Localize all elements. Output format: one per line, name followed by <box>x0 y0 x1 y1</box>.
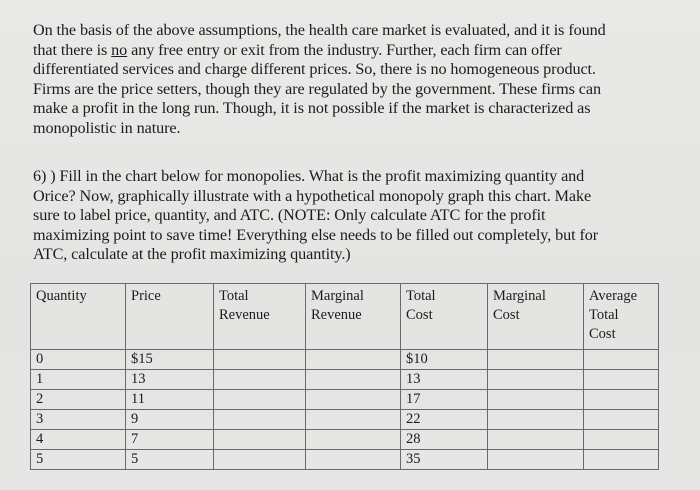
column-header: Average Total Cost <box>583 283 659 350</box>
text-line: that there is no any free entry or exit … <box>33 41 693 61</box>
table-cell[interactable] <box>213 449 306 470</box>
table-cell[interactable] <box>487 409 584 430</box>
table-cell[interactable] <box>213 389 306 410</box>
table-cell: 28 <box>400 429 488 450</box>
assumptions-paragraph: On the basis of the above assumptions, t… <box>33 21 693 139</box>
header-text: Quantity <box>36 288 87 304</box>
table-cell: 5 <box>30 449 126 470</box>
table-cell[interactable] <box>487 429 584 450</box>
table-cell: 7 <box>125 429 214 450</box>
text-fragment: any free entry or exit from the industry… <box>131 40 562 59</box>
table-cell: 22 <box>400 409 488 430</box>
table-cell: 3 <box>30 409 126 430</box>
header-text: Total <box>589 307 619 323</box>
question-paragraph: 6) ) Fill in the chart below for monopol… <box>33 167 693 265</box>
text-line: 6) ) Fill in the chart below for monopol… <box>33 167 585 185</box>
table-cell: 5 <box>125 449 214 470</box>
table-cell[interactable] <box>583 449 659 470</box>
column-header: Marginal Revenue <box>305 283 401 350</box>
column-header: Marginal Cost <box>487 283 584 350</box>
table-cell: $15 <box>125 349 214 370</box>
text-fragment: that there is <box>33 40 112 59</box>
table-row: 4 7 28 <box>30 429 659 450</box>
header-text: Cost <box>406 307 433 323</box>
table-cell[interactable] <box>487 449 584 470</box>
table-cell[interactable] <box>305 429 401 450</box>
text-line: Orice? Now, graphically illustrate with … <box>33 186 592 205</box>
table-cell[interactable] <box>305 349 401 370</box>
table-row: 3 9 22 <box>30 409 659 430</box>
column-header: Price <box>125 283 214 350</box>
table-cell: 11 <box>125 389 214 410</box>
table-cell[interactable] <box>213 409 306 430</box>
table-cell: 9 <box>125 409 214 430</box>
header-text: Cost <box>493 307 520 323</box>
table-cell: 4 <box>30 429 126 450</box>
table-cell: 0 <box>30 349 126 370</box>
table-cell[interactable] <box>213 429 306 450</box>
column-header: Total Cost <box>400 283 488 350</box>
text-line: make a profit in the long run. Though, i… <box>33 99 591 118</box>
monopoly-table: Quantity Price Total Revenue Marginal Revenue… <box>30 283 659 470</box>
table-cell: 13 <box>400 369 488 390</box>
table-cell[interactable] <box>305 389 401 410</box>
header-text: Revenue <box>311 307 362 323</box>
header-text: Cost <box>589 326 616 342</box>
table-cell[interactable] <box>305 369 401 390</box>
table-cell[interactable] <box>213 369 306 390</box>
header-text: Revenue <box>219 307 270 323</box>
table-cell: 17 <box>400 389 488 410</box>
table-cell: 35 <box>400 449 488 470</box>
underlined-word: no <box>111 40 128 59</box>
text-line: differentiated services and charge diffe… <box>33 60 596 79</box>
text-line: ATC, calculate at the profit maximizing … <box>33 245 351 264</box>
column-header: Quantity <box>30 283 126 350</box>
table-cell[interactable] <box>583 409 659 430</box>
table-row: 5 5 35 <box>30 449 659 470</box>
text-line: Firms are the price setters, though they… <box>33 79 601 98</box>
header-text: Total <box>219 288 249 304</box>
table-cell[interactable] <box>583 369 659 390</box>
text-line: On the basis of the above assumptions, t… <box>33 21 606 39</box>
text-line: sure to label price, quantity, and ATC. … <box>33 206 546 225</box>
text-line: monopolistic in nature. <box>33 118 181 137</box>
table-cell[interactable] <box>305 409 401 430</box>
table-cell: 2 <box>30 389 126 410</box>
header-text: Total <box>406 288 436 304</box>
table-cell: $10 <box>400 349 488 370</box>
table-cell[interactable] <box>583 349 659 370</box>
table-cell[interactable] <box>305 449 401 470</box>
header-text: Marginal <box>311 288 364 304</box>
table-row: 0 $15 $10 <box>30 349 659 370</box>
header-text: Marginal <box>493 288 546 304</box>
table-cell[interactable] <box>583 389 659 410</box>
header-text: Price <box>131 288 161 304</box>
text-line: maximizing point to save time! Everythin… <box>33 225 599 244</box>
table-row: 2 11 17 <box>30 389 659 410</box>
column-header: Total Revenue <box>213 283 306 350</box>
table-cell[interactable] <box>583 429 659 450</box>
table-cell[interactable] <box>487 369 584 390</box>
header-text: Average <box>589 288 638 304</box>
table-cell[interactable] <box>213 349 306 370</box>
table-cell[interactable] <box>487 389 584 410</box>
table-row: 1 13 13 <box>30 369 659 390</box>
table-cell: 1 <box>30 369 126 390</box>
table-cell: 13 <box>125 369 214 390</box>
table-cell[interactable] <box>487 349 584 370</box>
table-header-row: Quantity Price Total Revenue Marginal Revenue… <box>30 283 659 350</box>
